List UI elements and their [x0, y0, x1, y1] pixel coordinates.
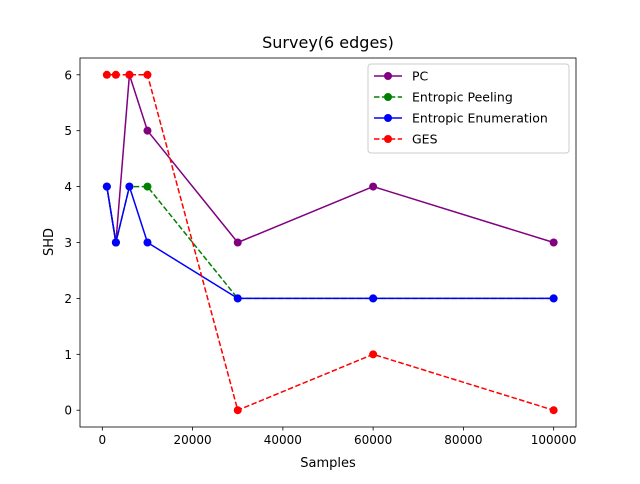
x-tick-label: 60000: [354, 433, 392, 447]
x-tick-label: 0: [99, 433, 107, 447]
data-point: [549, 406, 558, 415]
data-point: [143, 238, 152, 247]
data-point: [125, 182, 134, 191]
legend-marker-3: [384, 135, 392, 143]
legend: PC Entropic Peeling Entropic Enumeration GE…: [367, 63, 570, 154]
data-point: [233, 294, 242, 303]
data-point: [143, 126, 152, 135]
data-point: [549, 238, 558, 247]
data-point: [125, 70, 134, 79]
data-point: [233, 238, 242, 247]
x-tick-label: 40000: [264, 433, 302, 447]
data-point: [111, 70, 120, 79]
y-tick-label: 5: [64, 124, 72, 138]
y-tick-label: 2: [64, 292, 72, 306]
x-tick-label: 20000: [174, 433, 212, 447]
data-point: [143, 182, 152, 191]
legend-label-0: PC: [412, 69, 429, 84]
y-tick-label: 4: [64, 180, 72, 194]
legend-label-3: GES: [412, 132, 438, 147]
data-point: [233, 406, 242, 415]
data-point: [111, 238, 120, 247]
y-axis-label: SHD: [42, 228, 57, 256]
x-axis-label: Samples: [300, 456, 356, 471]
legend-label-2: Entropic Enumeration: [412, 111, 548, 126]
data-point: [143, 70, 152, 79]
chart-title: Survey(6 edges): [262, 33, 394, 52]
legend-marker-1: [384, 93, 392, 101]
data-point: [369, 182, 378, 191]
data-point: [369, 350, 378, 359]
plot-area: 0 20000 40000 60000 80000 100000 0 1 2 3 4 5 6: [64, 57, 577, 447]
x-tick-label: 100000: [531, 433, 577, 447]
y-tick-label: 3: [64, 236, 72, 250]
data-point: [102, 182, 111, 191]
data-point: [102, 70, 111, 79]
legend-marker-2: [384, 114, 392, 122]
y-tick-label: 1: [64, 348, 72, 362]
y-tick-label: 0: [64, 404, 72, 418]
x-tick-label: 80000: [444, 433, 482, 447]
y-tick-label: 6: [64, 68, 72, 82]
data-point: [549, 294, 558, 303]
data-point: [369, 294, 378, 303]
legend-label-1: Entropic Peeling: [412, 90, 513, 105]
legend-marker-0: [384, 72, 392, 80]
legend-box: [367, 63, 570, 154]
